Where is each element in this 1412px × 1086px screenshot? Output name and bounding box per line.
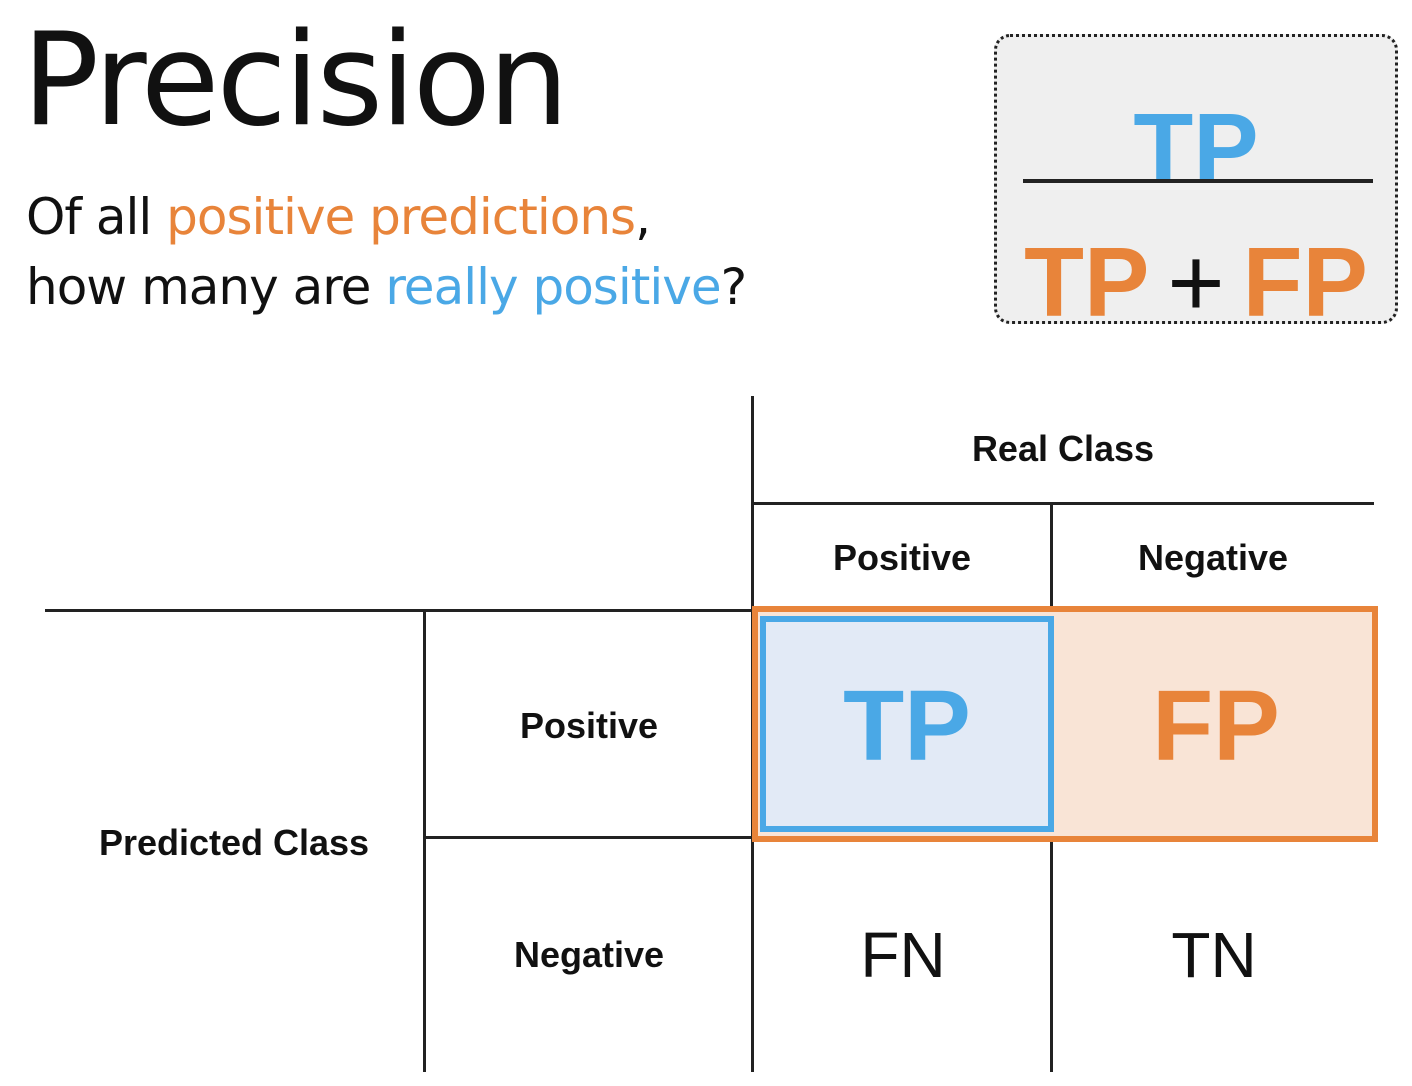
question-line-1-suffix: ,	[635, 188, 651, 246]
tn-cell-label: TN	[1171, 919, 1257, 991]
question-highlight-positive-predictions: positive predictions	[166, 188, 636, 246]
formula-numerator: TP	[1133, 93, 1259, 203]
real-class-label: Real Class	[971, 428, 1155, 469]
matrix-hline-real-class	[752, 502, 1374, 505]
question-line-2-suffix: ?	[720, 258, 748, 316]
fn-cell-label: FN	[860, 919, 946, 991]
question-highlight-really-positive: really positive	[385, 258, 721, 316]
formula-denominator-left: TP	[1024, 227, 1150, 337]
page-title: Precision	[22, 6, 569, 155]
row-header-positive: Positive	[519, 705, 659, 746]
formula-box: TP TP + FP	[994, 34, 1398, 337]
question-line-1-prefix: Of all	[26, 188, 167, 246]
column-header-positive: Positive	[832, 537, 972, 578]
tp-cell: TP	[760, 616, 1054, 832]
formula-denominator-right: FP	[1242, 227, 1368, 337]
tp-cell-label: TP	[843, 670, 971, 782]
column-header-negative: Negative	[1137, 537, 1289, 578]
matrix-vline-left	[423, 610, 426, 1072]
formula-plus-sign: +	[1167, 227, 1225, 337]
question-line-2: how many are really positive?	[26, 258, 748, 316]
matrix-hline-row-split	[424, 836, 753, 839]
question-line-1: Of all positive predictions,	[26, 188, 651, 246]
fp-cell-label: FP	[1152, 670, 1280, 782]
formula-denominator: TP + FP	[997, 227, 1395, 337]
predicted-class-label: Predicted Class	[98, 822, 370, 863]
matrix-hline-header	[45, 609, 753, 612]
question-line-2-prefix: how many are	[26, 258, 386, 316]
row-header-negative: Negative	[513, 934, 665, 975]
formula-fraction-bar	[1023, 179, 1373, 183]
